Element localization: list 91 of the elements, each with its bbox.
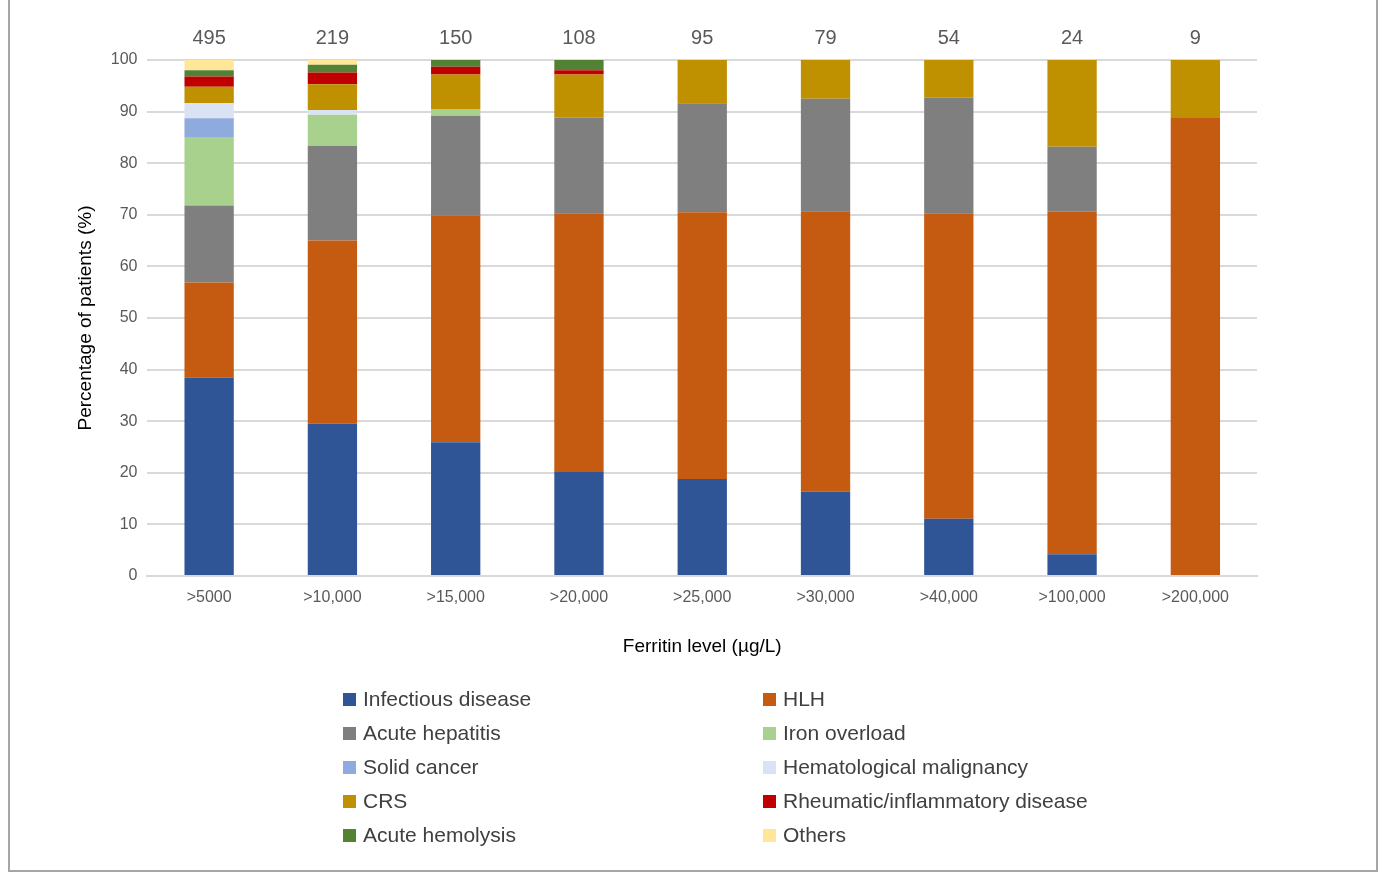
y-tick-label: 10: [119, 514, 138, 532]
x-tick-label: >30,000: [796, 588, 855, 606]
bar: [307, 60, 358, 65]
text: 150: [439, 25, 473, 48]
bar: [307, 423, 358, 575]
y-tick-label: 90: [119, 102, 138, 120]
bar: [431, 60, 481, 67]
bar: [184, 86, 234, 104]
bar: [677, 60, 727, 104]
y-tick-label: 40: [119, 360, 138, 378]
bar: [184, 60, 234, 71]
bar: [800, 491, 851, 575]
legend-label: Infectious disease: [363, 687, 532, 711]
x-tick-label: >15,000: [426, 588, 485, 606]
bar: [924, 97, 974, 214]
bar: [307, 145, 358, 241]
text: 219: [315, 25, 350, 48]
text: 9: [1189, 25, 1201, 48]
bar: [554, 74, 604, 118]
bar: [184, 70, 234, 77]
legend-label: CRS: [363, 789, 408, 813]
y-tick-label: 50: [119, 308, 138, 326]
bar: [431, 115, 481, 216]
bar: [554, 60, 604, 71]
bar: [1047, 554, 1097, 575]
bar: [431, 215, 481, 443]
y-tick-label: 0: [128, 566, 138, 584]
bar: [1047, 60, 1097, 147]
bar: [184, 103, 234, 119]
bar: [924, 60, 974, 98]
x-tick-label: >10,000: [303, 588, 362, 606]
bar: [800, 60, 851, 99]
y-tick-label: 30: [119, 411, 138, 429]
bar: [1170, 117, 1221, 575]
text: 54: [937, 25, 960, 48]
bar: [431, 66, 481, 75]
bar: [554, 471, 604, 575]
y-tick-label: 60: [119, 256, 138, 274]
x-tick-label: >20,000: [549, 588, 609, 606]
text: 24: [1060, 25, 1084, 48]
text: 495: [192, 25, 226, 48]
bar: [677, 103, 727, 213]
bar: [184, 118, 234, 137]
x-tick-label: >40,000: [919, 588, 979, 606]
bar: [431, 74, 481, 110]
bar: [307, 240, 358, 424]
bar: [800, 98, 851, 212]
legend-label: Others: [783, 823, 847, 847]
x-tick-label: >25,000: [673, 588, 732, 606]
legend-label: Acute hemolysis: [363, 823, 516, 847]
x-axis-title: Ferritin level (µg/L): [622, 634, 782, 656]
text: 108: [562, 25, 596, 48]
x-tick-label: >200,000: [1161, 588, 1230, 606]
y-tick-label: 100: [110, 50, 138, 68]
y-axis-title: Percentage of patients (%): [73, 205, 95, 431]
bar: [1170, 60, 1221, 118]
bar: [924, 518, 974, 575]
legend-label: Hematological malignancy: [783, 755, 1029, 779]
y-tick-label: 80: [119, 153, 138, 171]
bar: [307, 110, 358, 115]
bar: [800, 211, 851, 492]
text: 95: [691, 25, 714, 48]
bar: [184, 282, 234, 378]
bar: [924, 213, 974, 519]
bar: [184, 377, 234, 575]
legend-label: HLH: [783, 687, 826, 711]
bar: [307, 64, 358, 73]
y-tick-label: 70: [119, 205, 138, 223]
legend-label: Rheumatic/inflammatory disease: [783, 789, 1088, 813]
bar: [1047, 211, 1097, 555]
bar: [554, 70, 604, 75]
bar: [307, 114, 358, 146]
y-tick-label: 20: [119, 463, 138, 481]
x-tick-label: >100,000: [1038, 588, 1106, 606]
legend-label: Iron overload: [783, 721, 906, 745]
bar: [184, 136, 234, 206]
legend-label: Solid cancer: [363, 755, 479, 779]
bar: [184, 76, 234, 87]
bar: [307, 72, 358, 85]
bar: [431, 442, 481, 575]
bar: [554, 117, 604, 214]
bar: [307, 84, 358, 111]
x-tick-label: >5000: [186, 588, 232, 606]
bar: [184, 205, 234, 283]
text: 79: [814, 25, 837, 48]
bar: [677, 212, 727, 479]
bar: [677, 478, 727, 575]
bar: [1047, 146, 1097, 212]
bar: [431, 109, 481, 116]
bar: [554, 213, 604, 472]
legend-label: Acute hepatitis: [363, 721, 501, 745]
